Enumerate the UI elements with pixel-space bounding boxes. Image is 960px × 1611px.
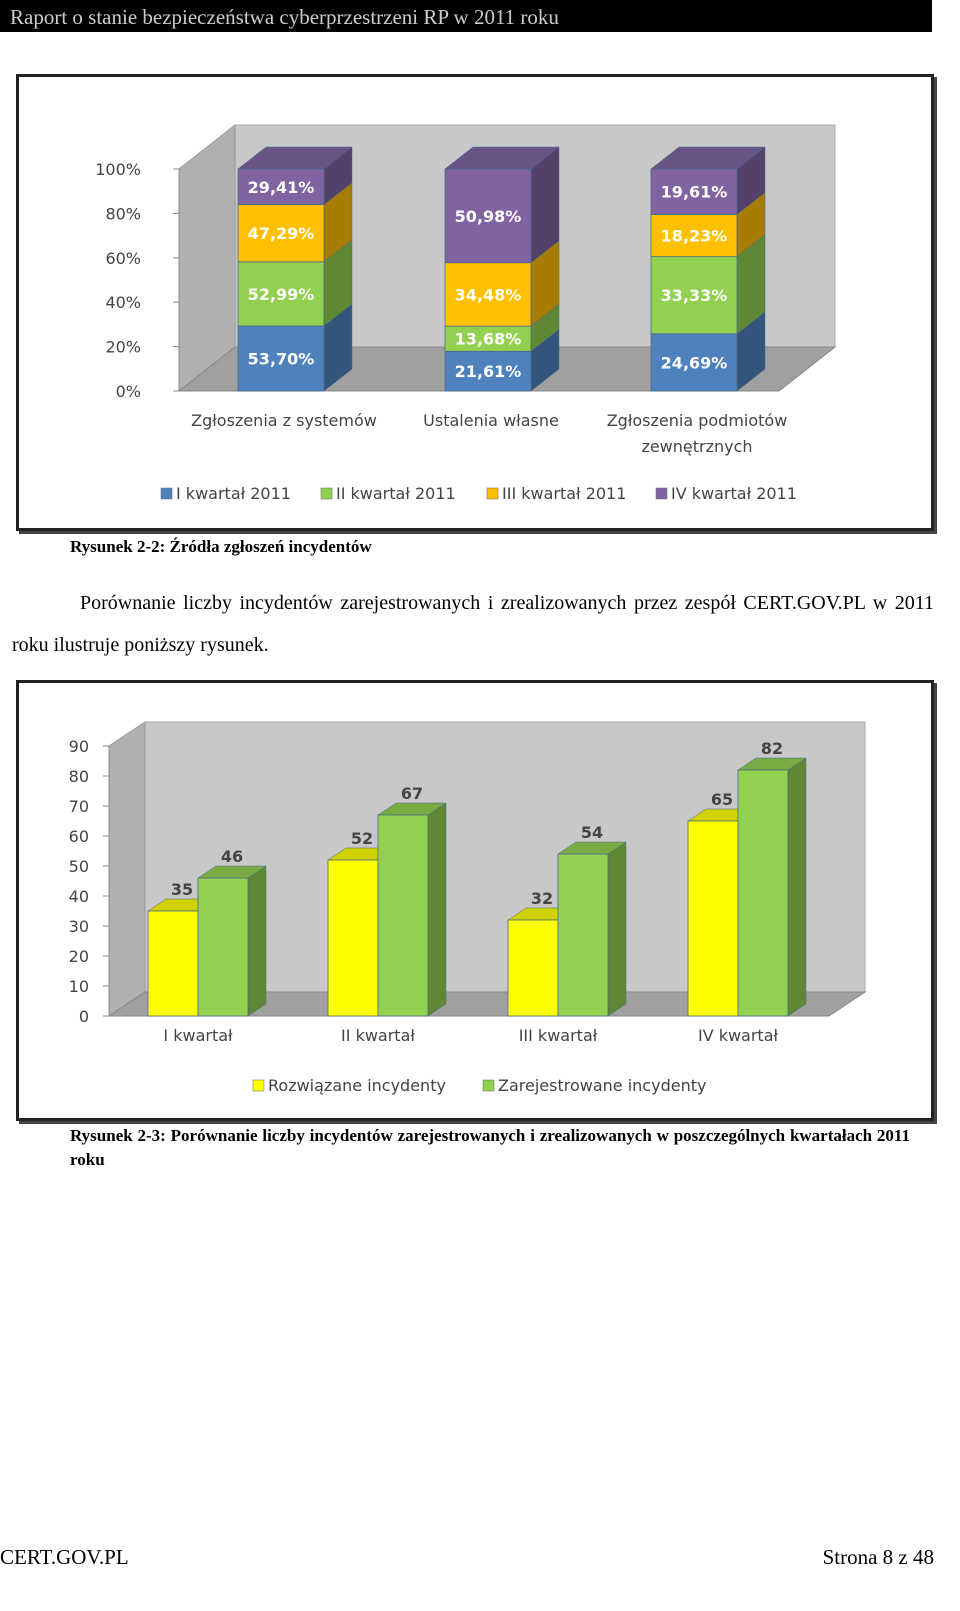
bar: [557, 853, 609, 1017]
caption: Rysunek 2-3: Porównanie liczby incydentó…: [70, 1126, 910, 1169]
data-label: 29,41%: [248, 178, 315, 197]
data-label: 65: [711, 790, 733, 809]
legend-label: II kwartał 2011: [336, 484, 456, 503]
data-label: 54: [581, 823, 603, 842]
legend-label: III kwartał 2011: [502, 484, 626, 503]
bar: [444, 350, 532, 392]
data-label: 24,69%: [661, 353, 728, 372]
legend-swatch: [252, 1079, 265, 1092]
data-label: 13,68%: [455, 330, 522, 349]
data-label: 19,61%: [661, 183, 728, 202]
side-wall: [108, 721, 146, 1017]
y-tick-label: 20: [69, 947, 89, 966]
data-label: 82: [761, 739, 783, 758]
paragraph: Porównanie liczby incydentów zarejestrow…: [12, 592, 934, 656]
chart-frame: 0 10 20 30 40 50 60 70 80 90 35 46 52 67 32 54 65 82 I kwa…: [16, 680, 934, 1121]
legend-swatch: [320, 487, 333, 500]
data-label: 21,61%: [455, 362, 522, 381]
legend-label: IV kwartał 2011: [671, 484, 797, 503]
bar: [237, 261, 325, 327]
legend-swatch: [486, 487, 499, 500]
bar: [650, 333, 738, 392]
legend-swatch: [160, 487, 173, 500]
data-label: 52,99%: [248, 285, 315, 304]
x-tick-label: Zgłoszenia z systemów: [191, 411, 377, 430]
x-tick-label: II kwartał: [341, 1026, 415, 1045]
chart: 0 10 20 30 40 50 60 70 80 90 35 46 52 67 32 54 65 82 I kwa…: [69, 721, 867, 1095]
bar-side: [787, 757, 807, 1017]
legend-swatch: [655, 487, 668, 500]
data-label: 67: [401, 784, 423, 803]
data-label: 34,48%: [455, 285, 522, 304]
data-label: 18,23%: [661, 227, 728, 246]
y-tick-label: 20%: [105, 338, 141, 357]
bar: [444, 325, 532, 352]
legend-label: Rozwiązane incydenty: [268, 1076, 446, 1095]
bar: [650, 168, 738, 215]
bar: [147, 910, 199, 1017]
y-tick-label: 70: [69, 797, 89, 816]
data-label: 52: [351, 829, 373, 848]
bar: [237, 204, 325, 263]
chart: 0% 20% 40% 60% 80% 100% 53,70% 52,99% 47,29% 29,4…: [95, 123, 837, 503]
y-tick-label: 80: [69, 767, 89, 786]
bar: [687, 820, 739, 1017]
bar-side: [247, 865, 267, 1017]
bar: [650, 256, 738, 335]
y-tick-label: 100%: [95, 160, 141, 179]
data-label: 33,33%: [661, 286, 728, 305]
y-tick-label: 50: [69, 857, 89, 876]
bar: [737, 769, 789, 1017]
y-tick-label: 0%: [116, 382, 141, 401]
x-tick-label: Zgłoszenia podmiotów zewnętrznych: [606, 411, 788, 456]
y-tick-label: 90: [69, 737, 89, 756]
bar: [327, 859, 379, 1017]
bar: [237, 168, 325, 206]
legend-label: I kwartał 2011: [176, 484, 291, 503]
bar: [377, 814, 429, 1017]
bar: [507, 919, 559, 1017]
header: Raport o stanie bezpieczeństwa cyberprze…: [0, 0, 932, 32]
data-label: 47,29%: [248, 224, 315, 243]
data-label: 53,70%: [248, 349, 315, 368]
data-label: 50,98%: [455, 207, 522, 226]
y-tick-label: 30: [69, 917, 89, 936]
caption: Rysunek 2-2: Źródła zgłoszeń incydentów: [70, 537, 372, 556]
x-tick-label: IV kwartał: [698, 1026, 779, 1045]
data-label: 35: [171, 880, 193, 899]
data-label: 32: [531, 889, 553, 908]
y-tick-label: 0: [79, 1007, 89, 1026]
y-tick-label: 80%: [105, 204, 141, 223]
y-tick-label: 60: [69, 827, 89, 846]
y-tick-label: 60%: [105, 249, 141, 268]
bar: [444, 262, 532, 327]
y-tick-label: 10: [69, 977, 89, 996]
chart-frame: 0% 20% 40% 60% 80% 100% 53,70% 52,99% 47,29% 29,4…: [16, 74, 934, 531]
data-label: 46: [221, 847, 243, 866]
y-tick-label: 40%: [105, 293, 141, 312]
bar-side: [607, 841, 627, 1017]
bar: [197, 877, 249, 1017]
y-tick-label: 40: [69, 887, 89, 906]
x-tick-label: III kwartał: [519, 1026, 598, 1045]
x-tick-label: Ustalenia własne: [423, 411, 559, 430]
bar: [650, 214, 738, 258]
footer-right: Strona 8 z 48: [822, 1545, 934, 1569]
bar: [444, 168, 532, 264]
legend-label: Zarejestrowane incydenty: [498, 1076, 706, 1095]
bar-side: [427, 802, 447, 1017]
legend-swatch: [482, 1079, 495, 1092]
footer-left: CERT.GOV.PL: [0, 1545, 129, 1569]
side-wall: [178, 123, 236, 393]
bar: [237, 325, 325, 392]
x-tick-label: I kwartał: [163, 1026, 233, 1045]
